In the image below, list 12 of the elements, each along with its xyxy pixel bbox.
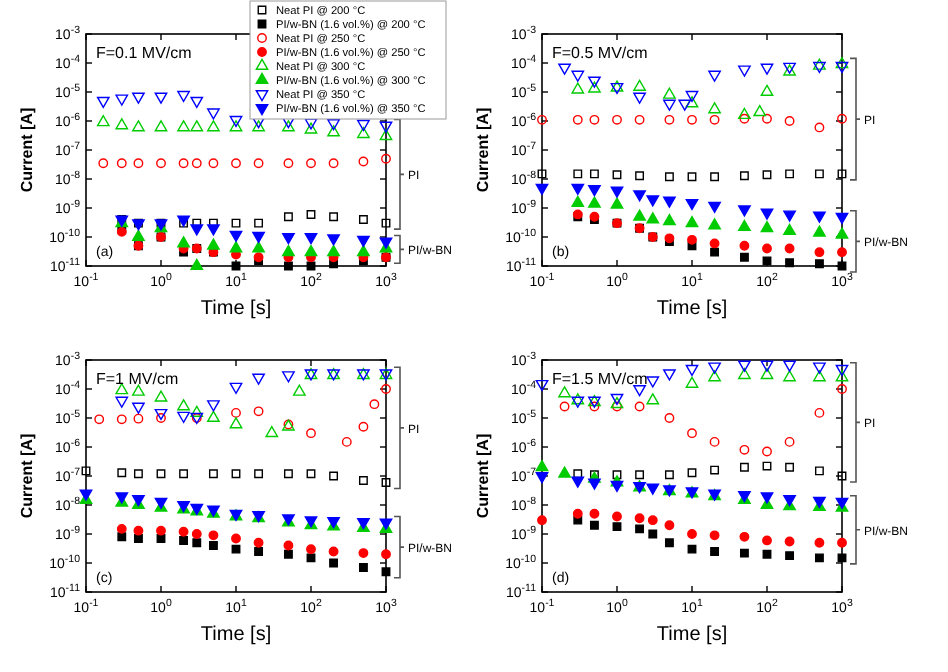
x-axis-title: Time [s]	[656, 624, 728, 646]
annotation: F=1 MV/cm	[96, 370, 179, 388]
annotation: F=0.5 MV/cm	[552, 44, 649, 62]
y-axis-title: Current [A]	[18, 433, 36, 519]
y-axis-title: Current [A]	[474, 107, 492, 193]
x-axis-title: Time [s]	[200, 298, 272, 320]
y-axis-title: Current [A]	[474, 433, 492, 519]
y-axis-title: Current [A]	[18, 107, 36, 193]
x-axis-title: Time [s]	[200, 624, 272, 646]
x-axis-title: Time [s]	[656, 298, 728, 320]
annotation: F=0.1 MV/cm	[96, 44, 193, 62]
annotation: F=1.5 MV/cm	[552, 370, 649, 388]
